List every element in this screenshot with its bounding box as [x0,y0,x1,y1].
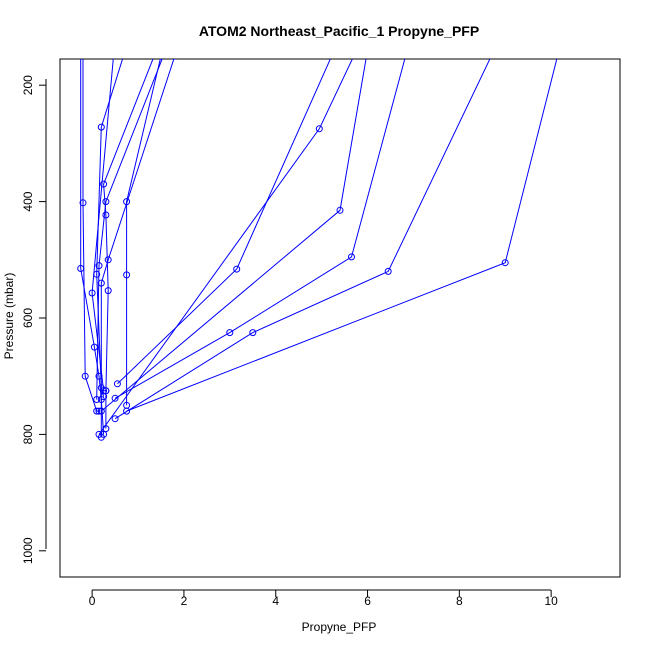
data-point [93,396,101,403]
profile-line-11 [98,59,353,435]
data-point [104,287,112,295]
data-point [123,271,131,279]
data-point [123,407,131,415]
profile-line-12 [114,59,406,399]
y-axis-ticks: 200 400 600 800 1000 [21,75,46,564]
plot-area [59,58,621,578]
data-point [562,24,568,30]
x-axis-ticks: 0 2 4 6 8 10 [89,590,558,608]
chart-title: ATOM2 Northeast_Pacific_1 Propyne_PFP [199,23,479,39]
data-point [336,206,344,214]
data-point [111,415,119,423]
data-point [158,36,164,42]
x-tick-label: 2 [181,594,188,608]
data-point [249,329,257,337]
profile-line-14 [126,59,558,412]
data-point [126,36,132,42]
profile-line-13 [114,59,491,420]
profile-line-3 [91,59,114,429]
data-point [365,47,371,53]
profile-line-6 [96,59,163,400]
data-point [93,407,101,415]
data-point [95,262,103,270]
data-point [111,394,119,402]
profile-line-10 [100,59,367,412]
profile-line-2 [82,59,99,412]
y-tick-label: 200 [21,75,35,95]
data-point [501,259,509,267]
data-point [78,24,84,30]
data-point [348,253,355,261]
data-point [79,199,87,207]
data-point [97,407,105,415]
x-tick-label: 8 [456,594,463,608]
data-point [95,430,103,438]
series-layer [77,24,568,441]
profile-line-7 [126,59,161,406]
data-point [233,265,241,273]
data-point [315,125,323,133]
data-point [226,329,234,337]
x-tick-label: 6 [364,594,371,608]
data-point [102,387,110,395]
profile-line-9 [117,59,331,385]
profile-line-5 [103,59,154,391]
data-point [100,180,108,188]
data-point [113,380,121,388]
x-tick-label: 4 [272,594,279,608]
data-point [102,198,110,206]
data-point [384,267,392,275]
x-tick-label: 0 [89,594,96,608]
data-point [100,393,108,401]
data-point [112,36,118,42]
data-point [97,123,105,131]
y-tick-label: 800 [21,424,35,444]
profile-line-8 [100,59,175,438]
data-point [88,289,96,297]
data-point [97,279,105,287]
data-point [502,24,508,30]
data-point [81,372,89,380]
x-axis-label: Propyne_PFP [302,620,377,634]
x-tick-label: 10 [544,594,558,608]
data-point [93,270,101,278]
data-point [172,59,177,60]
data-point [80,36,86,42]
y-axis-label: Pressure (mbar) [2,273,16,360]
data-point [167,36,173,42]
y-tick-label: 1000 [21,537,35,564]
y-tick-label: 600 [21,308,35,328]
data-point [159,59,163,60]
data-point [104,256,112,264]
y-tick-label: 400 [21,191,35,211]
data-point [102,211,110,219]
